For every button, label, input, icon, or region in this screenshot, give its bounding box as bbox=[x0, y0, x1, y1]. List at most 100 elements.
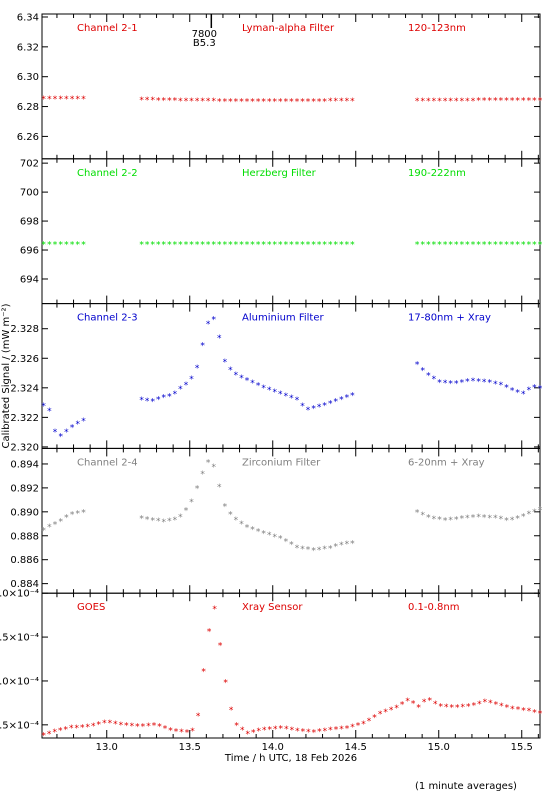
data-point: * bbox=[328, 544, 333, 554]
data-point: * bbox=[223, 97, 228, 107]
data-point: * bbox=[200, 470, 205, 480]
data-point: * bbox=[455, 704, 460, 714]
data-point: * bbox=[272, 388, 277, 398]
data-point: * bbox=[228, 366, 233, 376]
data-point: * bbox=[201, 668, 206, 678]
data-point: * bbox=[141, 723, 146, 733]
data-point: * bbox=[339, 97, 344, 107]
data-point: * bbox=[339, 241, 344, 251]
data-point: * bbox=[53, 520, 58, 530]
data-point: * bbox=[521, 390, 526, 400]
data-point: * bbox=[515, 96, 520, 106]
data-point: * bbox=[167, 392, 172, 402]
data-point: * bbox=[312, 729, 317, 739]
data-point: * bbox=[538, 710, 543, 720]
data-point: * bbox=[493, 241, 498, 251]
data-point: * bbox=[179, 728, 184, 738]
data-point: * bbox=[139, 396, 144, 406]
data-point: * bbox=[499, 241, 504, 251]
data-point: * bbox=[420, 511, 425, 521]
data-point: * bbox=[162, 96, 167, 106]
data-point: * bbox=[345, 241, 350, 251]
data-point: * bbox=[350, 97, 355, 107]
data-point: * bbox=[499, 97, 504, 107]
data-point: * bbox=[493, 514, 498, 524]
data-point: * bbox=[250, 97, 255, 107]
data-point: * bbox=[538, 241, 543, 251]
y-tick-label: 2.326 bbox=[10, 354, 39, 365]
data-point: * bbox=[284, 97, 289, 107]
data-point: * bbox=[295, 727, 300, 737]
data-point: * bbox=[135, 723, 140, 733]
data-point: * bbox=[504, 97, 509, 107]
panel-frame bbox=[41, 158, 541, 305]
data-point: * bbox=[532, 708, 537, 718]
x-tick-label: 15.5 bbox=[511, 742, 533, 753]
data-point: * bbox=[295, 97, 300, 107]
y-tick-label: 3.5×10⁻⁴ bbox=[0, 720, 39, 731]
data-point: * bbox=[521, 512, 526, 522]
y-tick-label: 696 bbox=[20, 246, 39, 257]
data-point: * bbox=[472, 702, 477, 712]
data-point: * bbox=[499, 515, 504, 525]
data-point: * bbox=[476, 378, 481, 388]
panel-channel-label: Channel 2-3 bbox=[77, 313, 138, 324]
data-point: * bbox=[295, 544, 300, 554]
data-point: * bbox=[189, 97, 194, 107]
data-point: * bbox=[328, 97, 333, 107]
data-point: * bbox=[295, 396, 300, 406]
data-point: * bbox=[162, 394, 167, 404]
data-point: * bbox=[515, 514, 520, 524]
data-point: * bbox=[47, 523, 52, 533]
data-point: * bbox=[400, 701, 405, 711]
data-point: * bbox=[527, 96, 532, 106]
data-point: * bbox=[81, 508, 86, 518]
data-point: * bbox=[300, 402, 305, 412]
data-point: * bbox=[70, 510, 75, 520]
data-point: * bbox=[494, 701, 499, 711]
data-point: * bbox=[454, 97, 459, 107]
data-point: * bbox=[476, 97, 481, 107]
data-point: * bbox=[152, 722, 157, 732]
data-point: * bbox=[493, 97, 498, 107]
data-point: * bbox=[317, 97, 322, 107]
data-point: * bbox=[460, 97, 465, 107]
data-point: * bbox=[97, 721, 102, 731]
data-point: * bbox=[504, 516, 509, 526]
data-point: * bbox=[261, 241, 266, 251]
data-point: * bbox=[211, 315, 216, 325]
data-point: * bbox=[76, 420, 81, 430]
data-point: * bbox=[415, 97, 420, 107]
data-point: * bbox=[272, 97, 277, 107]
data-point: * bbox=[339, 725, 344, 735]
data-point: * bbox=[86, 723, 91, 733]
data-point: * bbox=[217, 241, 222, 251]
data-point: * bbox=[228, 97, 233, 107]
data-point: * bbox=[420, 241, 425, 251]
y-tick-label: 0.884 bbox=[10, 579, 39, 590]
data-point: * bbox=[538, 384, 543, 394]
data-point: * bbox=[211, 241, 216, 251]
data-point: * bbox=[289, 241, 294, 251]
data-point: * bbox=[239, 97, 244, 107]
y-tick-label: 702 bbox=[20, 159, 39, 170]
data-point: * bbox=[322, 97, 327, 107]
data-point: * bbox=[465, 241, 470, 251]
data-point: * bbox=[156, 241, 161, 251]
data-point: * bbox=[290, 726, 295, 736]
data-point: * bbox=[206, 97, 211, 107]
data-point: * bbox=[245, 97, 250, 107]
data-point: * bbox=[471, 97, 476, 107]
data-point: * bbox=[420, 97, 425, 107]
data-point: * bbox=[482, 378, 487, 388]
data-point: * bbox=[527, 510, 532, 520]
data-point: * bbox=[454, 380, 459, 390]
data-point: * bbox=[460, 515, 465, 525]
data-point: * bbox=[223, 358, 228, 368]
panel-channel-label: Channel 2-1 bbox=[77, 23, 138, 34]
data-point: * bbox=[416, 704, 421, 714]
data-point: * bbox=[167, 241, 172, 251]
data-point: * bbox=[234, 722, 239, 732]
data-point: * bbox=[515, 241, 520, 251]
